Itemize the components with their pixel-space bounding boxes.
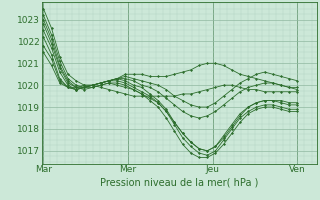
X-axis label: Pression niveau de la mer( hPa ): Pression niveau de la mer( hPa ) <box>100 177 258 187</box>
